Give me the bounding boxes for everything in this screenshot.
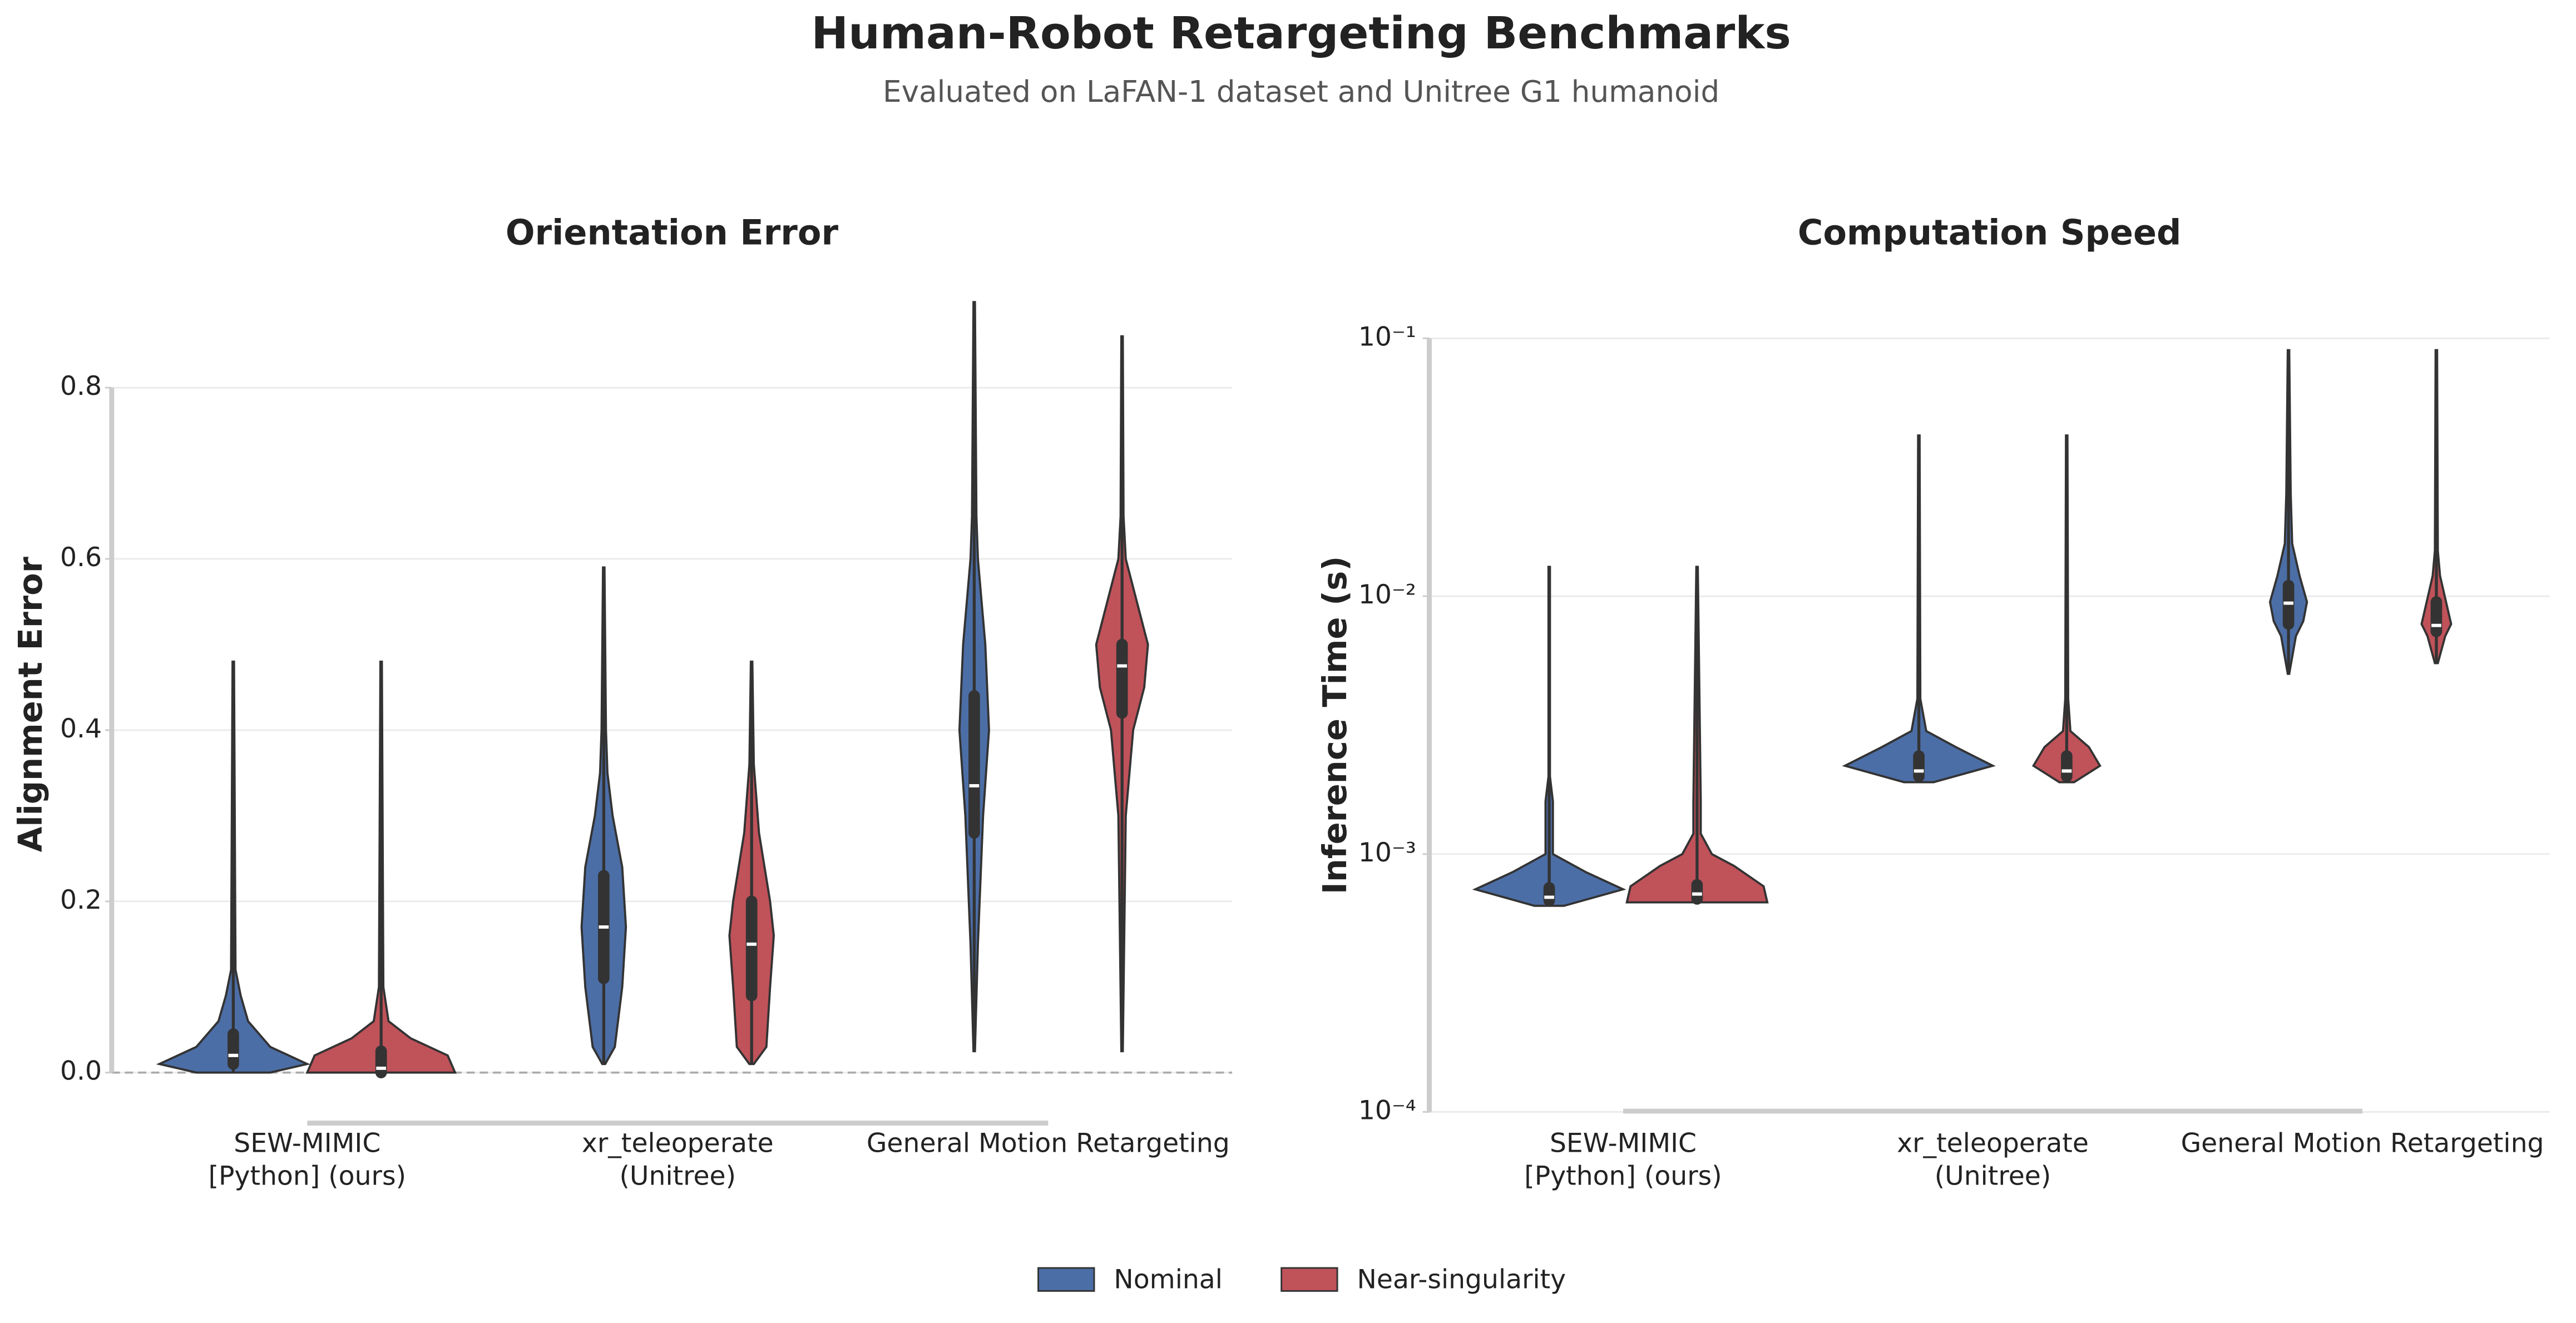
figure-title: Human-Robot Retargeting Benchmarks [811, 7, 1791, 59]
y-axis-label: Alignment Error [11, 557, 50, 852]
x-tick-label: [Python] (ours) [209, 1161, 406, 1192]
x-tick-label: General Motion Retargeting [867, 1128, 1230, 1159]
y-tick-label: 10⁻³ [1358, 838, 1416, 868]
legend-label: Nominal [1114, 1265, 1222, 1295]
x-tick-label: General Motion Retargeting [2181, 1128, 2544, 1159]
legend-swatch [1037, 1267, 1095, 1292]
y-tick-label: 0.0 [60, 1056, 102, 1087]
y-tick-label: 0.4 [60, 713, 102, 744]
x-tick-label: SEW-MIMIC [1550, 1128, 1697, 1159]
x-tick-label: xr_teleoperate [582, 1128, 774, 1159]
y-tick-label: 10⁻⁴ [1358, 1095, 1416, 1126]
y-tick-label: 0.8 [60, 371, 102, 402]
x-tick-label: [Python] (ours) [1524, 1161, 1722, 1192]
legend-swatch [1280, 1267, 1338, 1292]
x-tick-label: (Unitree) [1935, 1161, 2051, 1192]
subplot-title: Computation Speed [1798, 212, 2182, 252]
x-tick-label: xr_teleoperate [1897, 1128, 2089, 1159]
y-tick-label: 10⁻¹ [1358, 321, 1416, 352]
y-tick-label: 0.6 [60, 542, 102, 573]
x-tick-label: (Unitree) [619, 1161, 736, 1192]
figure-subtitle: Evaluated on LaFAN-1 dataset and Unitree… [883, 75, 1719, 109]
y-tick-label: 10⁻² [1358, 579, 1416, 610]
y-axis-label: Inference Time (s) [1316, 556, 1354, 894]
legend-label: Near-singularity [1357, 1265, 1566, 1295]
subplot-title: Orientation Error [506, 212, 839, 252]
x-tick-label: SEW-MIMIC [234, 1128, 380, 1159]
y-tick-label: 0.2 [60, 885, 102, 915]
